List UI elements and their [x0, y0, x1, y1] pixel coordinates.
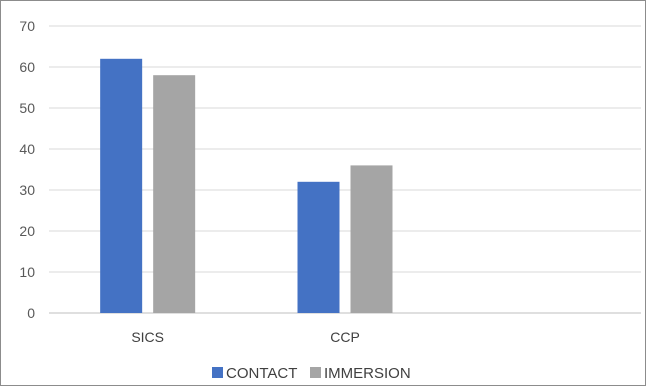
legend-swatch-contact [212, 367, 223, 378]
x-category-label: SICS [131, 329, 164, 345]
gridlines [49, 25, 641, 314]
legend-swatch-immersion [310, 367, 321, 378]
legend: CONTACT IMMERSION [212, 365, 411, 382]
bar-contact-sics [100, 58, 143, 313]
legend-label-contact: CONTACT [226, 365, 297, 382]
legend-label-immersion: IMMERSION [324, 365, 411, 382]
y-tick-label: 10 [19, 264, 35, 280]
y-tick-label: 60 [19, 59, 35, 75]
y-tick-label: 70 [19, 18, 35, 34]
x-axis-category-labels: SICS CCP [131, 329, 359, 345]
y-tick-label: 50 [19, 100, 35, 116]
y-tick-label: 40 [19, 141, 35, 157]
y-tick-label: 20 [19, 223, 35, 239]
bar-contact-ccp [297, 181, 340, 313]
bar-immersion-sics [153, 75, 196, 313]
x-category-label: CCP [330, 329, 360, 345]
bar-immersion-ccp [350, 165, 393, 313]
y-tick-label: 0 [27, 305, 35, 321]
y-axis-tick-labels: 0 10 20 30 40 50 60 70 [19, 18, 35, 321]
bars [100, 58, 393, 313]
y-tick-label: 30 [19, 182, 35, 198]
